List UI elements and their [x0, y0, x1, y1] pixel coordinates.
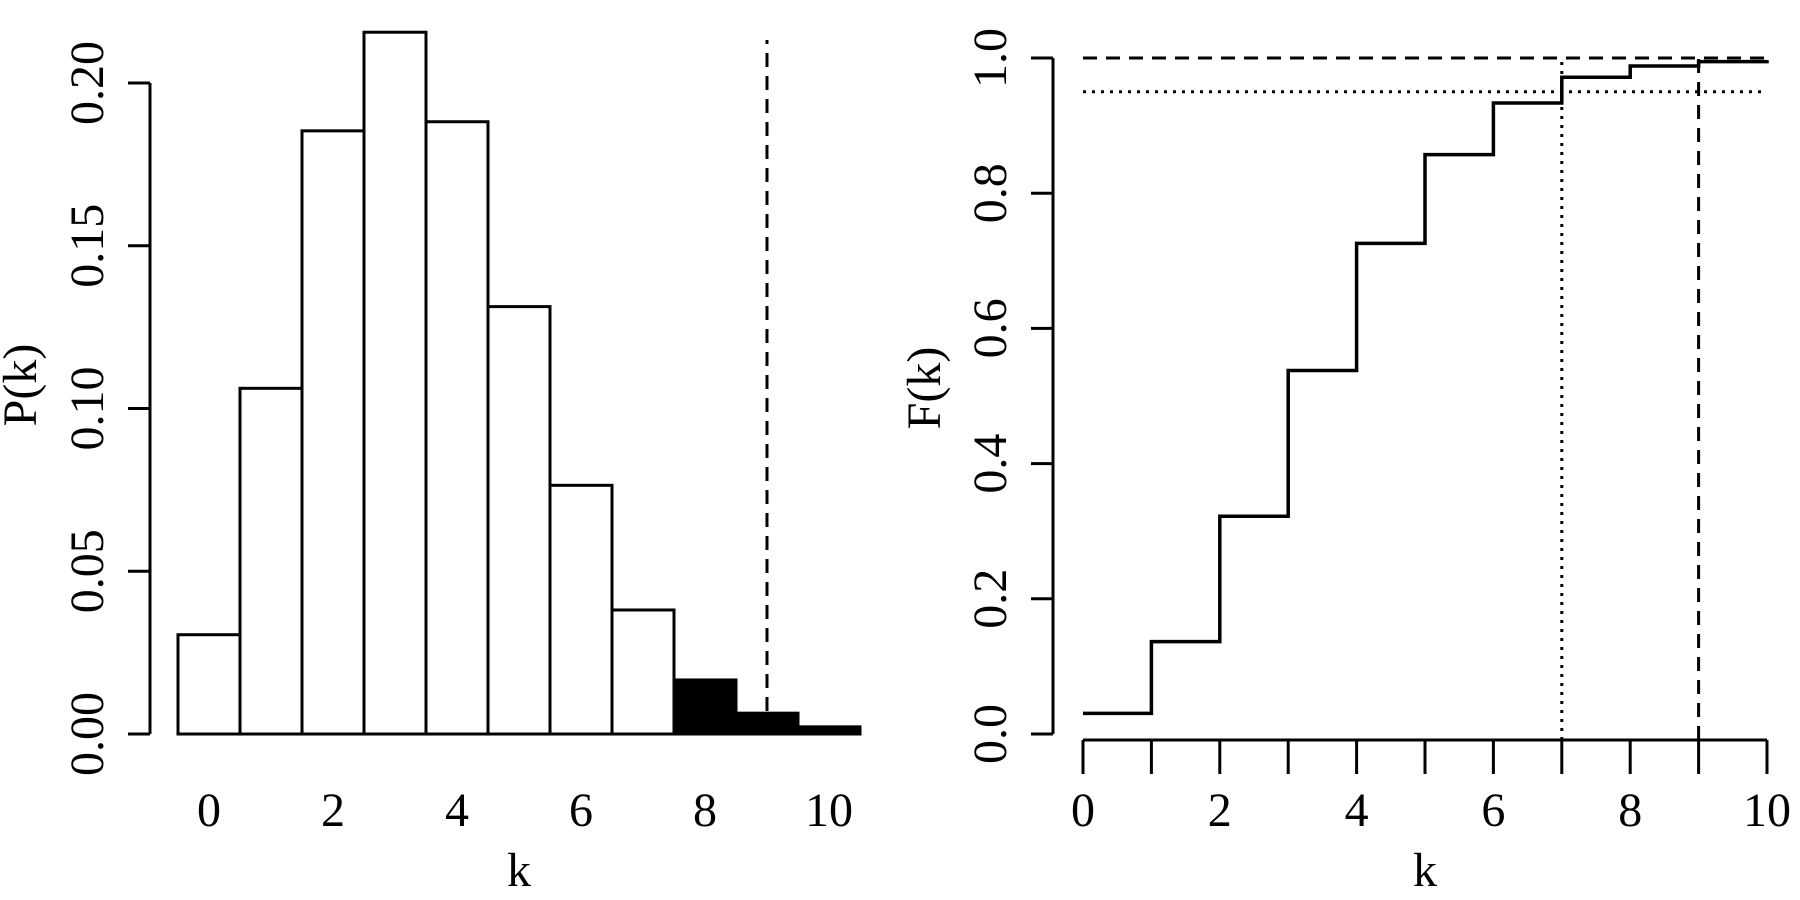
- x-tick-label: 8: [1618, 784, 1642, 837]
- x-tick-label: 0: [1071, 784, 1095, 837]
- bar: [176, 633, 242, 736]
- y-tick-label: 0.05: [61, 529, 114, 613]
- y-tick-label: 0.6: [964, 298, 1017, 358]
- y-tick-label: 0.4: [964, 434, 1017, 494]
- y-tick-label: 0.20: [61, 41, 114, 125]
- bar: [300, 129, 366, 736]
- x-tick-label: 2: [1208, 784, 1232, 837]
- x-tick-label: 2: [321, 784, 345, 837]
- bar: [610, 608, 676, 736]
- x-axis-title: k: [1413, 844, 1437, 897]
- y-axis-title: P(k): [0, 344, 47, 427]
- bar: [238, 386, 304, 736]
- cdf-step-line: [1083, 59, 1769, 716]
- bar: [486, 305, 552, 736]
- y-tick-label: 0.00: [61, 692, 114, 776]
- x-tick-label: 8: [693, 784, 717, 837]
- y-tick-label: 0.8: [964, 163, 1017, 223]
- x-tick-label: 4: [445, 784, 469, 837]
- y-tick-label: 1.0: [964, 28, 1017, 88]
- x-tick-label: 6: [569, 784, 593, 837]
- bar: [548, 483, 614, 736]
- pmf-bar-chart: 0.00 0.05 0.10 0.15 0.20 0 2 4 6 8 10 k P(k): [0, 30, 862, 897]
- y-tick-label: 0.15: [61, 204, 114, 288]
- x-tick-label: 10: [1743, 784, 1791, 837]
- x-axis-title: k: [507, 844, 531, 897]
- highlighted-bar: [672, 678, 738, 736]
- y-tick-label: 0.10: [61, 367, 114, 451]
- y-axis-title: F(k): [898, 347, 951, 430]
- cdf-step-chart: 0.0 0.2 0.4 0.6 0.8 1.0 0 2 4 6 8 10 k F(k): [898, 28, 1791, 897]
- bar: [424, 120, 490, 736]
- highlighted-bar: [796, 725, 862, 736]
- x-tick-label: 6: [1481, 784, 1505, 837]
- x-tick-label: 10: [805, 784, 853, 837]
- y-tick-label: 0.0: [964, 704, 1017, 764]
- x-tick-label: 0: [197, 784, 221, 837]
- bar: [362, 30, 428, 736]
- y-tick-label: 0.2: [964, 569, 1017, 629]
- x-tick-label: 4: [1345, 784, 1369, 837]
